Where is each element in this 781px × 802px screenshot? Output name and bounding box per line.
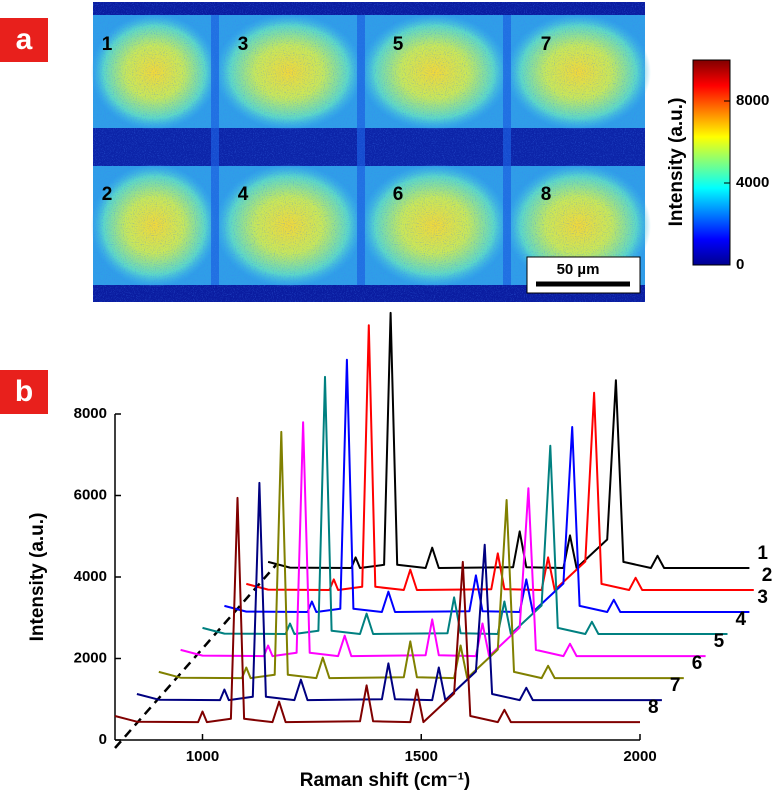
y-axis-title: Intensity (a.u.) [27, 513, 48, 642]
spectrum-line [202, 375, 728, 635]
scale-bar [526, 256, 641, 294]
spot-label: 1 [102, 34, 113, 55]
spectrum-line [224, 358, 750, 613]
series-label: 1 [757, 543, 768, 564]
guide-line [114, 564, 277, 749]
series-label: 2 [762, 565, 773, 586]
colorbar [692, 59, 731, 266]
x-tick-label: 2000 [623, 748, 656, 765]
x-tick-label: 1500 [405, 748, 438, 765]
panel-tag: b [15, 375, 33, 408]
y-tick-label: 6000 [74, 486, 107, 503]
spectrum-line [180, 421, 706, 658]
spectrum-line [136, 481, 662, 702]
y-tick-label: 0 [99, 731, 107, 748]
spot-label: 8 [541, 184, 552, 205]
colorbar-tick-label: 8000 [736, 92, 769, 109]
series-label: 4 [736, 609, 747, 630]
spot-label: 5 [393, 34, 404, 55]
y-tick-label: 2000 [74, 649, 107, 666]
panel-tag-box [0, 370, 48, 414]
scale-bar-label: 50 µm [557, 261, 600, 278]
spot-label: 2 [102, 184, 113, 205]
x-tick-label: 1000 [186, 748, 219, 765]
series-label: 7 [670, 675, 681, 696]
spot-label: 4 [238, 184, 249, 205]
series-label: 6 [692, 653, 703, 674]
spot-label: 7 [541, 34, 552, 55]
spectrum-line [267, 311, 750, 569]
y-tick-label: 8000 [74, 405, 107, 422]
series-label: 5 [714, 631, 725, 652]
x-axis-title: Raman shift (cm⁻¹) [300, 770, 471, 791]
heatmap-image [91, 2, 651, 302]
colorbar-title: Intensity (a.u.) [666, 98, 687, 227]
series-label: 3 [757, 587, 768, 608]
panel-tag: a [16, 23, 33, 56]
panel-tag-box [0, 18, 48, 62]
colorbar-tick-label: 4000 [736, 174, 769, 191]
spectrum-line [246, 324, 754, 591]
colorbar-tick-label: 0 [736, 256, 744, 273]
y-tick-label: 4000 [74, 568, 107, 585]
spectrum-line [114, 496, 640, 724]
series-label: 8 [648, 697, 659, 718]
spot-label: 3 [238, 34, 249, 55]
spot-label: 6 [393, 184, 404, 205]
spectrum-line [158, 430, 684, 680]
